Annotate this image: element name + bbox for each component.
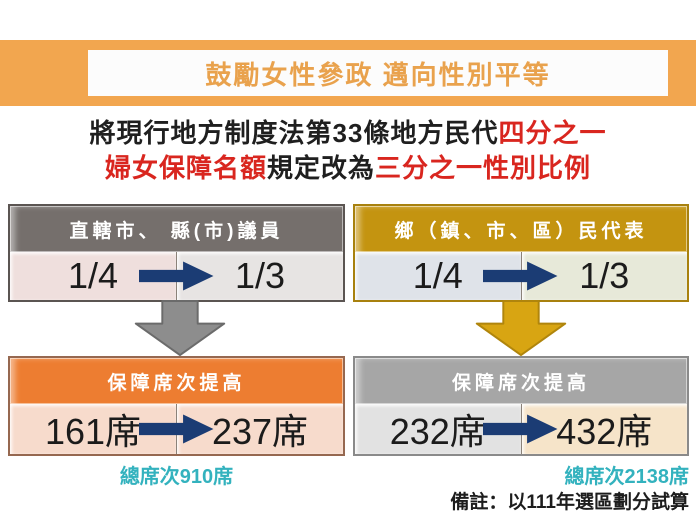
panel-seats-representatives-row: 232席 432席 (355, 404, 687, 454)
subtitle-segment-highlight: 四分之一 (498, 118, 607, 148)
total-seats-councilors: 總席次910席 (119, 466, 234, 488)
down-arrow-icon (475, 300, 567, 357)
panel-seats-councilors-row: 161席 237席 (10, 404, 343, 454)
panel-representatives-header: 鄉（鎮、市、區）民代表 (355, 206, 687, 252)
panel-representatives: 鄉（鎮、市、區）民代表 1/4 1/3 (353, 204, 689, 302)
subtitle-segment-highlight: 婦女保障名額 (104, 153, 267, 183)
subtitle: 將現行地方制度法第33條地方民代四分之一 婦女保障名額規定改為三分之一性別比例 (0, 116, 696, 186)
subtitle-segment-highlight: 三分之一性別比例 (375, 153, 592, 183)
total-seats-representatives: 總席次2138席 (564, 466, 690, 488)
panel-seats-councilors: 保障席次提高 161席 237席 (8, 356, 345, 456)
panel-councilors-header: 直轄市、 縣(市)議員 (10, 206, 343, 252)
down-arrow-icon (134, 300, 226, 357)
right-arrow-icon (483, 414, 558, 444)
panel-councilors: 直轄市、 縣(市)議員 1/4 1/3 (8, 204, 345, 302)
panel-seats-councilors-header: 保障席次提高 (10, 358, 343, 404)
subtitle-line-2: 婦女保障名額規定改為三分之一性別比例 (0, 151, 696, 186)
panel-seats-representatives-header: 保障席次提高 (355, 358, 687, 404)
right-arrow-icon (483, 261, 558, 291)
panel-seats-representatives: 保障席次提高 232席 432席 (353, 356, 689, 456)
right-arrow-icon (138, 261, 213, 291)
subtitle-segment: 將現行地方制度法第33條地方民代 (89, 118, 499, 148)
right-arrow-icon (138, 414, 213, 444)
subtitle-line-1: 將現行地方制度法第33條地方民代四分之一 (0, 116, 696, 151)
page-title: 鼓勵女性參政 邁向性別平等 (88, 50, 668, 96)
subtitle-segment: 規定改為 (266, 153, 375, 183)
footnote: 備註：以111年選區劃分試算 (450, 492, 689, 513)
title-banner: 鼓勵女性參政 邁向性別平等 (0, 40, 696, 106)
panel-councilors-ratio-row: 1/4 1/3 (10, 252, 343, 300)
panel-representatives-ratio-row: 1/4 1/3 (355, 252, 687, 300)
